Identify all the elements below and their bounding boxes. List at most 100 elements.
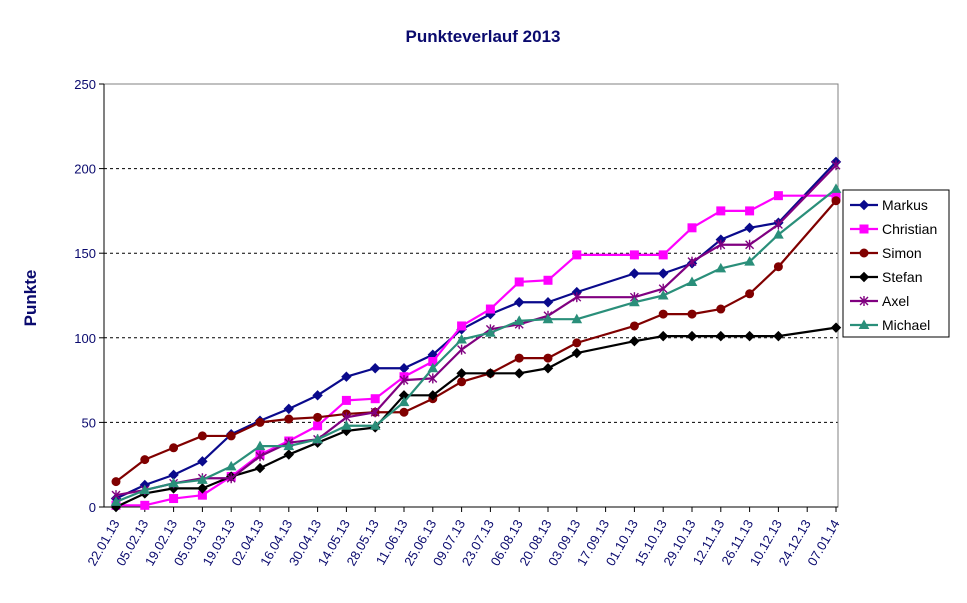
data-point <box>629 268 640 279</box>
data-point <box>744 222 755 234</box>
data-point <box>485 327 496 337</box>
y-tick-label: 100 <box>74 331 96 346</box>
data-point <box>543 353 553 363</box>
data-point <box>831 160 841 171</box>
data-point <box>226 431 236 441</box>
data-point <box>197 474 208 484</box>
data-point <box>687 223 697 233</box>
data-point <box>513 297 525 308</box>
data-point <box>139 484 151 495</box>
data-point <box>398 396 410 407</box>
data-point <box>542 363 554 374</box>
data-point <box>513 368 525 379</box>
series-markus <box>110 156 842 504</box>
data-point <box>773 262 783 272</box>
series-michael <box>110 183 842 506</box>
y-tick-label: 200 <box>74 162 96 177</box>
data-point <box>312 433 323 444</box>
data-point <box>341 371 352 382</box>
legend-item: Stefan <box>850 269 922 285</box>
data-point <box>168 477 179 488</box>
data-point <box>341 420 352 430</box>
series-christian <box>111 191 841 510</box>
data-point <box>657 330 669 342</box>
data-point <box>514 277 524 287</box>
legend-marker <box>859 224 869 234</box>
data-point <box>283 449 295 460</box>
data-point <box>715 262 727 273</box>
data-point <box>716 206 726 216</box>
data-point <box>254 440 266 451</box>
data-point <box>456 333 467 344</box>
data-point <box>140 500 150 510</box>
data-point <box>456 368 467 379</box>
data-point <box>284 414 294 424</box>
data-point <box>686 276 698 286</box>
data-point <box>716 239 726 250</box>
legend-label: Axel <box>882 293 909 309</box>
data-point <box>485 304 495 314</box>
data-point <box>773 191 783 201</box>
data-point <box>111 477 121 487</box>
data-point <box>369 363 381 374</box>
data-point <box>197 456 208 467</box>
data-point <box>745 206 755 216</box>
data-point <box>629 296 640 307</box>
legend-box <box>842 189 950 338</box>
legend-item: Markus <box>850 197 928 213</box>
data-point <box>773 219 783 230</box>
data-point <box>687 309 697 319</box>
data-point <box>399 375 409 386</box>
legend-marker <box>859 296 869 306</box>
data-point <box>197 431 207 441</box>
data-point <box>514 353 524 363</box>
data-point <box>629 335 640 347</box>
data-point <box>169 494 179 504</box>
data-point <box>745 239 755 250</box>
data-point <box>140 455 150 465</box>
chart-title: Punkteverlauf 2013 <box>406 27 561 46</box>
legend-marker <box>858 271 870 283</box>
legend-label: Stefan <box>882 269 922 285</box>
legend-item: Michael <box>850 317 930 333</box>
data-point <box>773 229 784 239</box>
data-point <box>457 377 467 387</box>
data-point <box>225 460 237 471</box>
data-point <box>399 407 409 417</box>
data-point <box>398 363 410 374</box>
data-point <box>571 347 583 359</box>
data-point <box>744 330 755 342</box>
data-point <box>283 403 295 415</box>
data-point <box>830 183 842 193</box>
gridlines <box>104 168 838 423</box>
data-point <box>226 473 236 484</box>
series-line <box>115 164 837 497</box>
x-tick-labels: 22.01.1305.02.1319.02.1305.03.1319.03.13… <box>84 507 843 568</box>
data-point <box>572 338 582 348</box>
data-point <box>830 322 842 333</box>
legend-label: Michael <box>882 317 930 333</box>
legend-marker <box>859 248 869 258</box>
data-point <box>428 373 438 384</box>
data-point <box>255 451 265 462</box>
data-point <box>283 440 295 451</box>
data-point <box>773 330 784 342</box>
data-point <box>197 483 208 494</box>
plot-area <box>103 83 839 508</box>
data-point <box>254 462 266 474</box>
data-point <box>658 250 668 260</box>
y-tick-label: 250 <box>74 77 96 92</box>
legend-item: Axel <box>850 293 909 309</box>
series-line <box>115 161 837 500</box>
data-point <box>715 330 727 342</box>
data-point <box>370 394 380 404</box>
data-point <box>831 196 841 206</box>
series-lines <box>110 156 842 513</box>
data-point <box>370 407 380 418</box>
data-point <box>744 256 755 266</box>
legend-label: Christian <box>882 221 937 237</box>
data-point <box>687 256 697 267</box>
data-point <box>313 421 323 431</box>
data-point <box>572 292 582 303</box>
